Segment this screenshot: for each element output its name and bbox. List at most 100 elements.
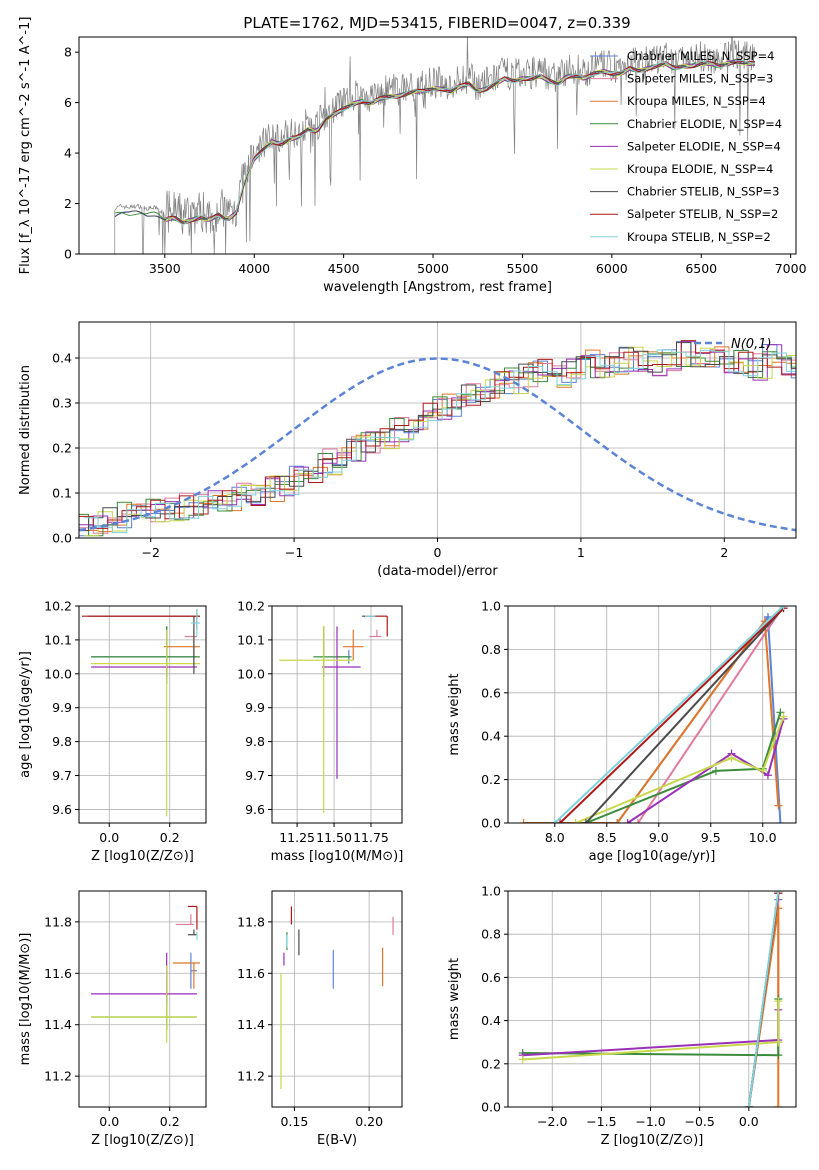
point-marker [711, 766, 720, 775]
x-axis-label: mass [log10(M/M⊙)] [271, 849, 404, 864]
y-tick-label: 9.9 [245, 700, 265, 715]
y-axis-label: mass weight [447, 673, 462, 755]
histogram-step [79, 342, 796, 532]
legend-label: Salpeter MILES, N_SSP=3 [627, 72, 773, 86]
x-tick-label: 0.15 [280, 1114, 308, 1129]
plot-area [519, 606, 788, 823]
y-tick-label: 0.8 [481, 927, 501, 942]
x-tick-label: 0.2 [160, 1114, 180, 1129]
point-marker [774, 1103, 783, 1107]
y-tick-label: 10.1 [44, 632, 72, 647]
point-marker [519, 819, 528, 823]
point-marker [550, 819, 559, 823]
x-axis-label: (data-model)/error [377, 564, 498, 579]
point-marker [518, 1055, 527, 1064]
legend-label: N(0,1) [731, 337, 772, 352]
x-axis-label: wavelength [Angstrom, rest frame] [323, 280, 552, 295]
y-axis-label: Normed distribution [18, 365, 33, 495]
histogram-step [79, 350, 796, 537]
y-tick-label: 10.0 [237, 666, 265, 681]
mass-weight-line [575, 716, 785, 823]
x-tick-label: 11.75 [353, 830, 389, 845]
y-tick-label: 6 [64, 95, 72, 110]
x-tick-label: 3500 [149, 261, 181, 276]
model-line [164, 59, 756, 226]
x-tick-label: 11.50 [316, 830, 352, 845]
legend-label: Kroupa ELODIE, N_SSP=4 [627, 162, 773, 176]
y-tick-label: 0.1 [52, 486, 72, 501]
axes-frame [271, 605, 403, 824]
legend-label: Chabrier MILES, N_SSP=4 [627, 49, 774, 63]
x-tick-label: 5000 [417, 261, 449, 276]
y-tick-label: 11.8 [44, 914, 72, 929]
legend-label: Chabrier ELODIE, N_SSP=4 [627, 117, 782, 131]
x-tick-label: 0.0 [99, 830, 119, 845]
histogram-step [79, 341, 796, 526]
point-marker [613, 819, 622, 823]
point-marker [758, 766, 767, 775]
x-tick-label: 0.0 [99, 1114, 119, 1129]
y-tick-label: 0.0 [481, 816, 501, 831]
point-marker [623, 819, 632, 823]
normal-curve [79, 357, 796, 532]
plot-area [91, 905, 200, 1043]
y-tick-label: 9.8 [52, 734, 72, 749]
x-tick-label: 8.0 [545, 830, 565, 845]
x-tick-label: −2.0 [537, 1114, 567, 1129]
point-marker [774, 1051, 783, 1060]
x-tick-label: 11.25 [279, 830, 315, 845]
axes-frame [271, 890, 403, 1108]
y-tick-label: 0.4 [481, 1013, 501, 1028]
y-tick-label: 8 [64, 45, 72, 60]
y-tick-label: 0.4 [481, 729, 501, 744]
y-tick-label: 9.8 [245, 734, 265, 749]
x-tick-label: 2 [720, 545, 728, 560]
y-tick-label: 10.2 [237, 599, 265, 614]
x-tick-label: −0.5 [684, 1114, 714, 1129]
y-tick-label: 0.2 [481, 772, 501, 787]
mass-weight-line [585, 607, 785, 823]
x-tick-label: 0 [434, 545, 442, 560]
y-tick-label: 1.0 [481, 599, 501, 614]
legend-label: Chabrier STELIB, N_SSP=3 [627, 185, 779, 199]
legend-label: Kroupa MILES, N_SSP=4 [627, 94, 766, 108]
mass-weight-line [523, 618, 780, 823]
y-tick-label: 0.6 [481, 685, 501, 700]
point-marker [774, 1038, 783, 1047]
mass-weight-line [585, 712, 782, 823]
axes-frame [507, 605, 797, 824]
x-tick-label: −2 [141, 545, 159, 560]
plot-area [79, 340, 796, 537]
x-tick-label: −1 [285, 545, 303, 560]
x-tick-label: −1.5 [586, 1114, 616, 1129]
axes-frame [78, 36, 797, 255]
y-tick-label: 10.2 [44, 599, 72, 614]
plot-area [279, 615, 388, 813]
mass-weight-line [747, 891, 780, 1107]
point-marker [633, 819, 642, 823]
y-tick-label: 9.6 [245, 802, 265, 817]
point-marker [776, 819, 785, 823]
axes-frame [78, 890, 207, 1108]
x-tick-label: 0.20 [355, 1114, 383, 1129]
x-tick-label: 4500 [328, 261, 360, 276]
plot-area [82, 609, 200, 817]
y-tick-label: 11.6 [44, 966, 72, 981]
y-tick-label: 9.9 [52, 700, 72, 715]
point-marker [779, 606, 788, 610]
x-axis-label: Z [log10(Z/Z⊙)] [91, 849, 194, 864]
x-tick-label: 5500 [507, 261, 539, 276]
chart-title: PLATE=1762, MJD=53415, FIBERID=0047, z=0… [243, 14, 630, 32]
y-tick-label: 9.7 [245, 768, 265, 783]
legend-label: Salpeter STELIB, N_SSP=2 [627, 207, 778, 221]
plot-area [113, 37, 756, 254]
point-marker [555, 819, 564, 823]
x-tick-label: 8.5 [597, 830, 617, 845]
y-tick-label: 0.3 [52, 396, 72, 411]
model-line [164, 60, 755, 225]
plot-area [518, 891, 783, 1107]
x-tick-label: 0.0 [739, 1114, 759, 1129]
x-axis-label: Z [log10(Z/Z⊙)] [91, 1133, 194, 1148]
x-tick-label: 1 [577, 545, 585, 560]
